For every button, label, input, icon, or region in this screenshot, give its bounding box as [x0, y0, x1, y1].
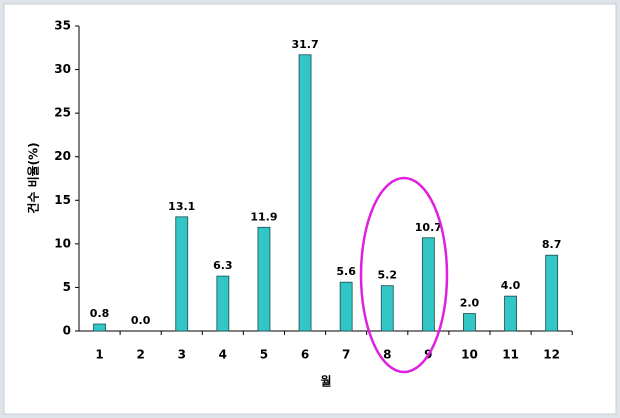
bar [298, 54, 312, 332]
x-tick-label: 10 [461, 348, 478, 362]
bar [175, 216, 189, 332]
bar [463, 313, 476, 332]
x-tick-label: 8 [383, 348, 391, 362]
x-tick-label: 11 [502, 348, 519, 362]
y-axis-label: 건수 비율(%) [26, 142, 41, 213]
bar [421, 237, 435, 332]
value-label: 5.2 [378, 269, 398, 282]
value-label: 31.7 [291, 38, 318, 51]
y-tick-label: 0 [63, 324, 71, 338]
bar [257, 226, 271, 332]
bar [504, 295, 517, 332]
y-tick-label: 35 [54, 19, 71, 33]
x-tick-label: 1 [95, 348, 103, 362]
bar [339, 281, 353, 332]
value-label: 0.0 [131, 314, 151, 327]
value-label: 13.1 [168, 200, 195, 213]
y-tick-label: 30 [54, 62, 71, 76]
value-label: 5.6 [336, 265, 356, 278]
x-tick-label: 12 [543, 348, 560, 362]
y-tick-label: 15 [54, 193, 71, 207]
value-label: 10.7 [415, 221, 442, 234]
value-label: 6.3 [213, 259, 233, 272]
x-tick-label: 6 [301, 348, 309, 362]
x-axis-label: 월 [320, 374, 331, 389]
y-tick-label: 20 [54, 149, 71, 163]
value-label: 11.9 [250, 210, 277, 223]
y-tick-label: 25 [54, 106, 71, 120]
value-label: 0.8 [90, 307, 110, 320]
x-tick-label: 4 [219, 348, 227, 362]
value-label: 2.0 [460, 297, 480, 310]
value-label: 8.7 [542, 238, 562, 251]
x-tick-label: 2 [136, 348, 144, 362]
x-tick-label: 3 [178, 348, 186, 362]
bar [380, 285, 394, 332]
bar [216, 275, 230, 332]
y-tick-label: 5 [63, 280, 71, 294]
x-tick-label: 5 [260, 348, 268, 362]
value-label: 4.0 [501, 279, 521, 292]
x-tick-label: 7 [342, 348, 350, 362]
highlight-ellipse [359, 176, 449, 374]
y-tick-label: 10 [54, 236, 71, 250]
bar [93, 323, 106, 332]
bar [545, 254, 559, 332]
